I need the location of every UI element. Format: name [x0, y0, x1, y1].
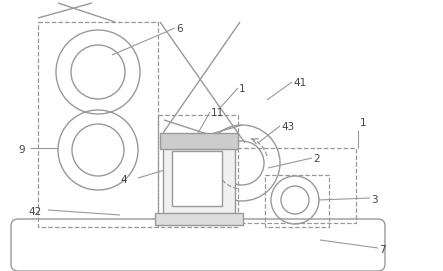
Text: 41: 41: [293, 78, 306, 88]
Bar: [172, 151, 222, 206]
Text: 7: 7: [379, 245, 385, 255]
Text: 9: 9: [18, 145, 25, 155]
Bar: [38, 22, 158, 227]
Text: 2: 2: [313, 154, 320, 164]
Text: 3: 3: [371, 195, 377, 205]
Text: 4: 4: [120, 175, 127, 185]
Bar: [204, 148, 356, 223]
Bar: [265, 175, 329, 227]
Text: 42: 42: [28, 207, 41, 217]
Text: 1: 1: [239, 84, 245, 94]
Text: 6: 6: [176, 24, 183, 34]
Bar: [158, 115, 238, 227]
Text: 43: 43: [281, 122, 294, 132]
Bar: [160, 133, 238, 149]
Bar: [163, 143, 235, 215]
Text: 11: 11: [211, 108, 224, 118]
Text: 1: 1: [360, 118, 367, 128]
Bar: [155, 213, 243, 225]
